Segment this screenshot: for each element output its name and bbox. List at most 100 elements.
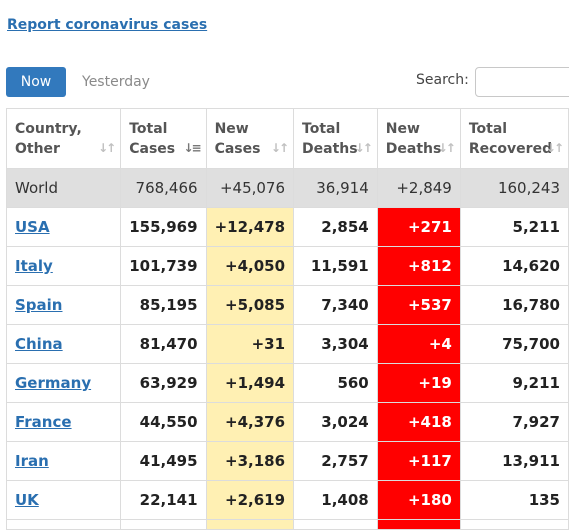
new-deaths-cell: +2,849 — [376, 168, 461, 208]
table-row: France 44,550 +4,376 3,024 +418 7,927 — [5, 402, 569, 442]
country-cell: Germany — [5, 363, 122, 403]
country-link[interactable]: Italy — [15, 257, 53, 275]
country-cell: Italy — [5, 246, 122, 286]
new-cases-cell: +5,085 — [205, 285, 295, 325]
column-header-country[interactable]: Country, Other ↓↑ — [5, 108, 122, 169]
country-link[interactable]: China — [15, 335, 63, 353]
total-deaths-cell: 560 — [293, 363, 378, 403]
new-deaths-cell: +4 — [376, 324, 461, 364]
country-cell: USA — [5, 207, 122, 247]
country-cell: China — [5, 324, 122, 364]
total-deaths-cell: 11,591 — [293, 246, 378, 286]
tab-yesterday[interactable]: Yesterday — [82, 74, 150, 90]
table-row: Iran 41,495 +3,186 2,757 +117 13,911 — [5, 441, 569, 481]
total-recovered-cell: 16,780 — [459, 285, 569, 325]
new-cases-cell: +4,376 — [205, 402, 295, 442]
country-link[interactable]: UK — [15, 491, 39, 509]
total-cases-cell: 22,141 — [120, 480, 207, 520]
column-header-label: Total Recovered — [468, 120, 553, 157]
country-link[interactable]: Iran — [15, 452, 49, 470]
total-recovered-cell: 5,211 — [459, 207, 569, 247]
report-cases-link[interactable]: Report coronavirus cases — [7, 17, 208, 33]
column-header-label: Total Cases — [129, 120, 176, 157]
column-header-label: New Deaths — [385, 120, 442, 157]
column-header-label: Total Deaths — [302, 120, 358, 157]
new-cases-cell: +2,619 — [205, 480, 295, 520]
country-cell: Spain — [5, 285, 122, 325]
country-link[interactable]: Spain — [15, 296, 63, 314]
country-cell: Iran — [5, 441, 122, 481]
table-row: Italy 101,739 +4,050 11,591 +812 14,620 — [5, 246, 569, 286]
total-recovered-cell: 7,927 — [459, 402, 569, 442]
total-recovered-cell: 75,700 — [459, 324, 569, 364]
sort-arrows-icon: ↓↑ — [98, 141, 116, 155]
new-deaths-cell: +180 — [376, 480, 461, 520]
sort-arrows-icon: ↓↑ — [354, 141, 373, 155]
empty-cell — [5, 519, 122, 530]
table-header-row: Country, Other ↓↑ Total Cases ↓≡ New Cases ↓↑ … — [5, 108, 569, 169]
new-deaths-cell: +19 — [376, 363, 461, 403]
column-header-total-deaths[interactable]: Total Deaths ↓↑ — [293, 108, 378, 169]
total-cases-cell: 85,195 — [120, 285, 207, 325]
new-cases-cell: +45,076 — [205, 168, 295, 208]
new-deaths-cell: +271 — [376, 207, 461, 247]
column-header-new-deaths[interactable]: New Deaths ↓↑ — [376, 108, 461, 169]
total-cases-cell: 81,470 — [120, 324, 207, 364]
total-cases-cell: 768,466 — [120, 168, 207, 208]
table-row: China 81,470 +31 3,304 +4 75,700 — [5, 324, 569, 364]
total-cases-cell: 63,929 — [120, 363, 207, 403]
column-header-label: New Cases — [214, 120, 261, 157]
total-deaths-cell: 3,304 — [293, 324, 378, 364]
new-cases-cell: +4,050 — [205, 246, 295, 286]
total-deaths-cell: 2,854 — [293, 207, 378, 247]
empty-cell — [376, 519, 461, 530]
country-link[interactable]: USA — [15, 218, 50, 236]
new-cases-cell: +1,494 — [205, 363, 295, 403]
new-cases-cell: +31 — [205, 324, 295, 364]
empty-cell — [293, 519, 378, 530]
total-recovered-cell: 9,211 — [459, 363, 569, 403]
country-cell: France — [5, 402, 122, 442]
empty-cell — [459, 519, 569, 530]
new-deaths-cell: +117 — [376, 441, 461, 481]
column-header-total-cases[interactable]: Total Cases ↓≡ — [120, 108, 207, 169]
sort-arrows-icon: ↓↑ — [437, 141, 456, 155]
new-deaths-cell: +812 — [376, 246, 461, 286]
sort-arrows-icon: ↓↑ — [545, 141, 564, 155]
table-row: Germany 63,929 +1,494 560 +19 9,211 — [5, 363, 569, 403]
search-label: Search: — [416, 72, 469, 88]
total-cases-cell: 101,739 — [120, 246, 207, 286]
country-link[interactable]: France — [15, 413, 72, 431]
country-cell: UK — [5, 480, 122, 520]
total-cases-cell: 41,495 — [120, 441, 207, 481]
total-cases-cell: 44,550 — [120, 402, 207, 442]
total-recovered-cell: 14,620 — [459, 246, 569, 286]
total-recovered-cell: 13,911 — [459, 441, 569, 481]
total-deaths-cell: 2,757 — [293, 441, 378, 481]
table-row: Spain 85,195 +5,085 7,340 +537 16,780 — [5, 285, 569, 325]
total-recovered-cell: 160,243 — [459, 168, 569, 208]
column-header-new-cases[interactable]: New Cases ↓↑ — [205, 108, 295, 169]
cases-table: Country, Other ↓↑ Total Cases ↓≡ New Cases ↓↑ … — [5, 108, 569, 530]
new-deaths-cell: +418 — [376, 402, 461, 442]
tab-now[interactable]: Now — [6, 67, 66, 97]
new-deaths-cell: +537 — [376, 285, 461, 325]
table-row: USA 155,969 +12,478 2,854 +271 5,211 — [5, 207, 569, 247]
search-input[interactable] — [475, 67, 569, 97]
total-recovered-cell: 135 — [459, 480, 569, 520]
country-cell: World — [5, 168, 122, 208]
new-cases-cell: +3,186 — [205, 441, 295, 481]
total-deaths-cell: 7,340 — [293, 285, 378, 325]
total-deaths-cell: 1,408 — [293, 480, 378, 520]
empty-cell — [205, 519, 295, 530]
empty-cell — [120, 519, 207, 530]
sort-arrows-icon: ↓↑ — [270, 141, 289, 155]
new-cases-cell: +12,478 — [205, 207, 295, 247]
country-link[interactable]: Germany — [15, 374, 92, 392]
column-header-total-recovered[interactable]: Total Recovered ↓↑ — [459, 108, 569, 169]
total-deaths-cell: 3,024 — [293, 402, 378, 442]
table-row-partial — [5, 519, 569, 530]
total-deaths-cell: 36,914 — [293, 168, 378, 208]
column-header-label: Country, Other — [15, 120, 82, 157]
table-row: UK 22,141 +2,619 1,408 +180 135 — [5, 480, 569, 520]
